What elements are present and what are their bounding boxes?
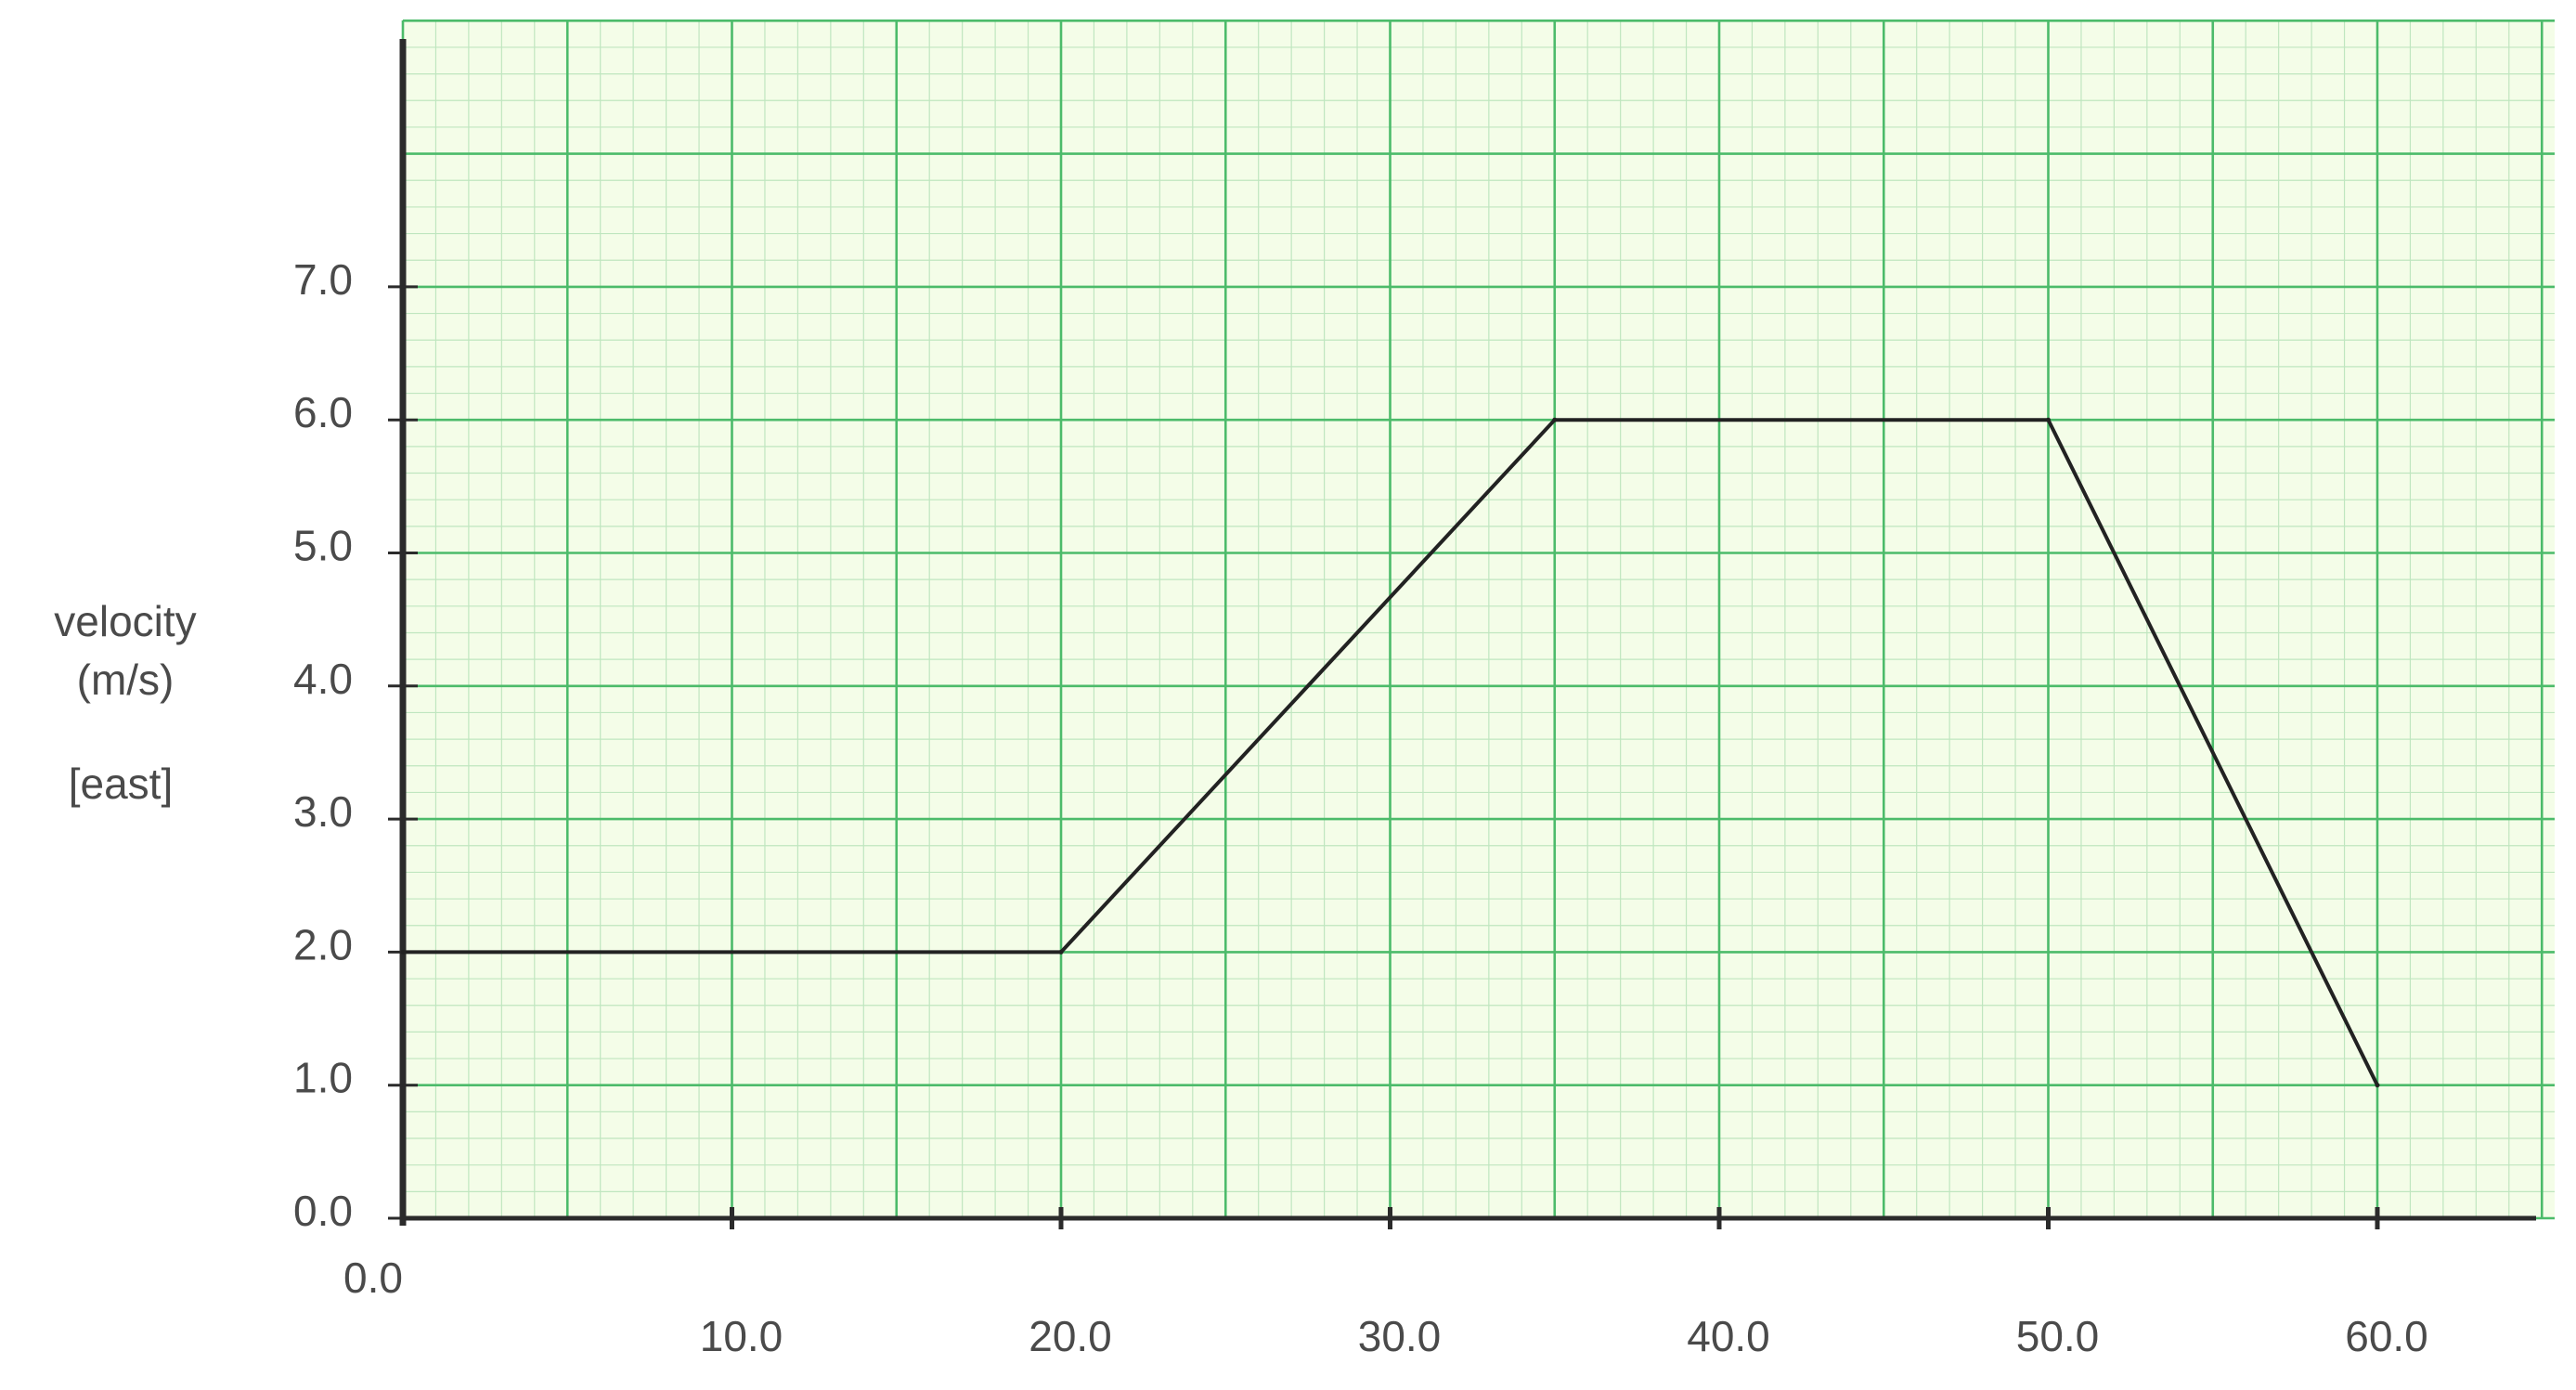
y-tick-label: 6.0 (293, 388, 353, 436)
x-tick-label-origin: 0.0 (343, 1254, 403, 1302)
y-axis-label-line-2: (m/s) (77, 656, 175, 704)
y-tick-label: 7.0 (293, 255, 353, 304)
x-tick-label: 10.0 (700, 1312, 783, 1360)
velocity-data-point (2046, 417, 2051, 422)
y-axis-label-line-1: velocity (54, 597, 196, 645)
graph-paper-background (403, 20, 2555, 1218)
velocity-data-point (400, 949, 406, 955)
y-axis-label: velocity (m/s) [east] (54, 597, 196, 808)
data-series (400, 417, 2380, 1088)
x-tick-label: 50.0 (2016, 1312, 2100, 1360)
y-tick-label: 2.0 (293, 920, 353, 968)
x-tick-label: 40.0 (1687, 1312, 1770, 1360)
velocity-data-point (1058, 949, 1064, 955)
minor-grid (403, 20, 2555, 1218)
x-tick-label: 30.0 (1358, 1312, 1442, 1360)
y-axis-label-line-3: [east] (69, 760, 174, 808)
y-tick-labels: 0.0 1.0 2.0 3.0 4.0 5.0 6.0 7.0 (293, 255, 353, 1235)
y-tick-label: 3.0 (293, 787, 353, 836)
axes (388, 39, 2536, 1229)
x-tick-label: 60.0 (2345, 1312, 2428, 1360)
y-tick-label: 5.0 (293, 522, 353, 570)
x-tick-labels: 0.0 10.0 20.0 30.0 40.0 50.0 60.0 (343, 1254, 2428, 1360)
y-tick-label: 0.0 (293, 1187, 353, 1235)
velocity-data-point (2375, 1083, 2380, 1088)
y-tick-label: 4.0 (293, 655, 353, 703)
velocity-data-point (1552, 417, 1558, 422)
y-tick-label: 1.0 (293, 1054, 353, 1102)
x-tick-label: 20.0 (1029, 1312, 1112, 1360)
